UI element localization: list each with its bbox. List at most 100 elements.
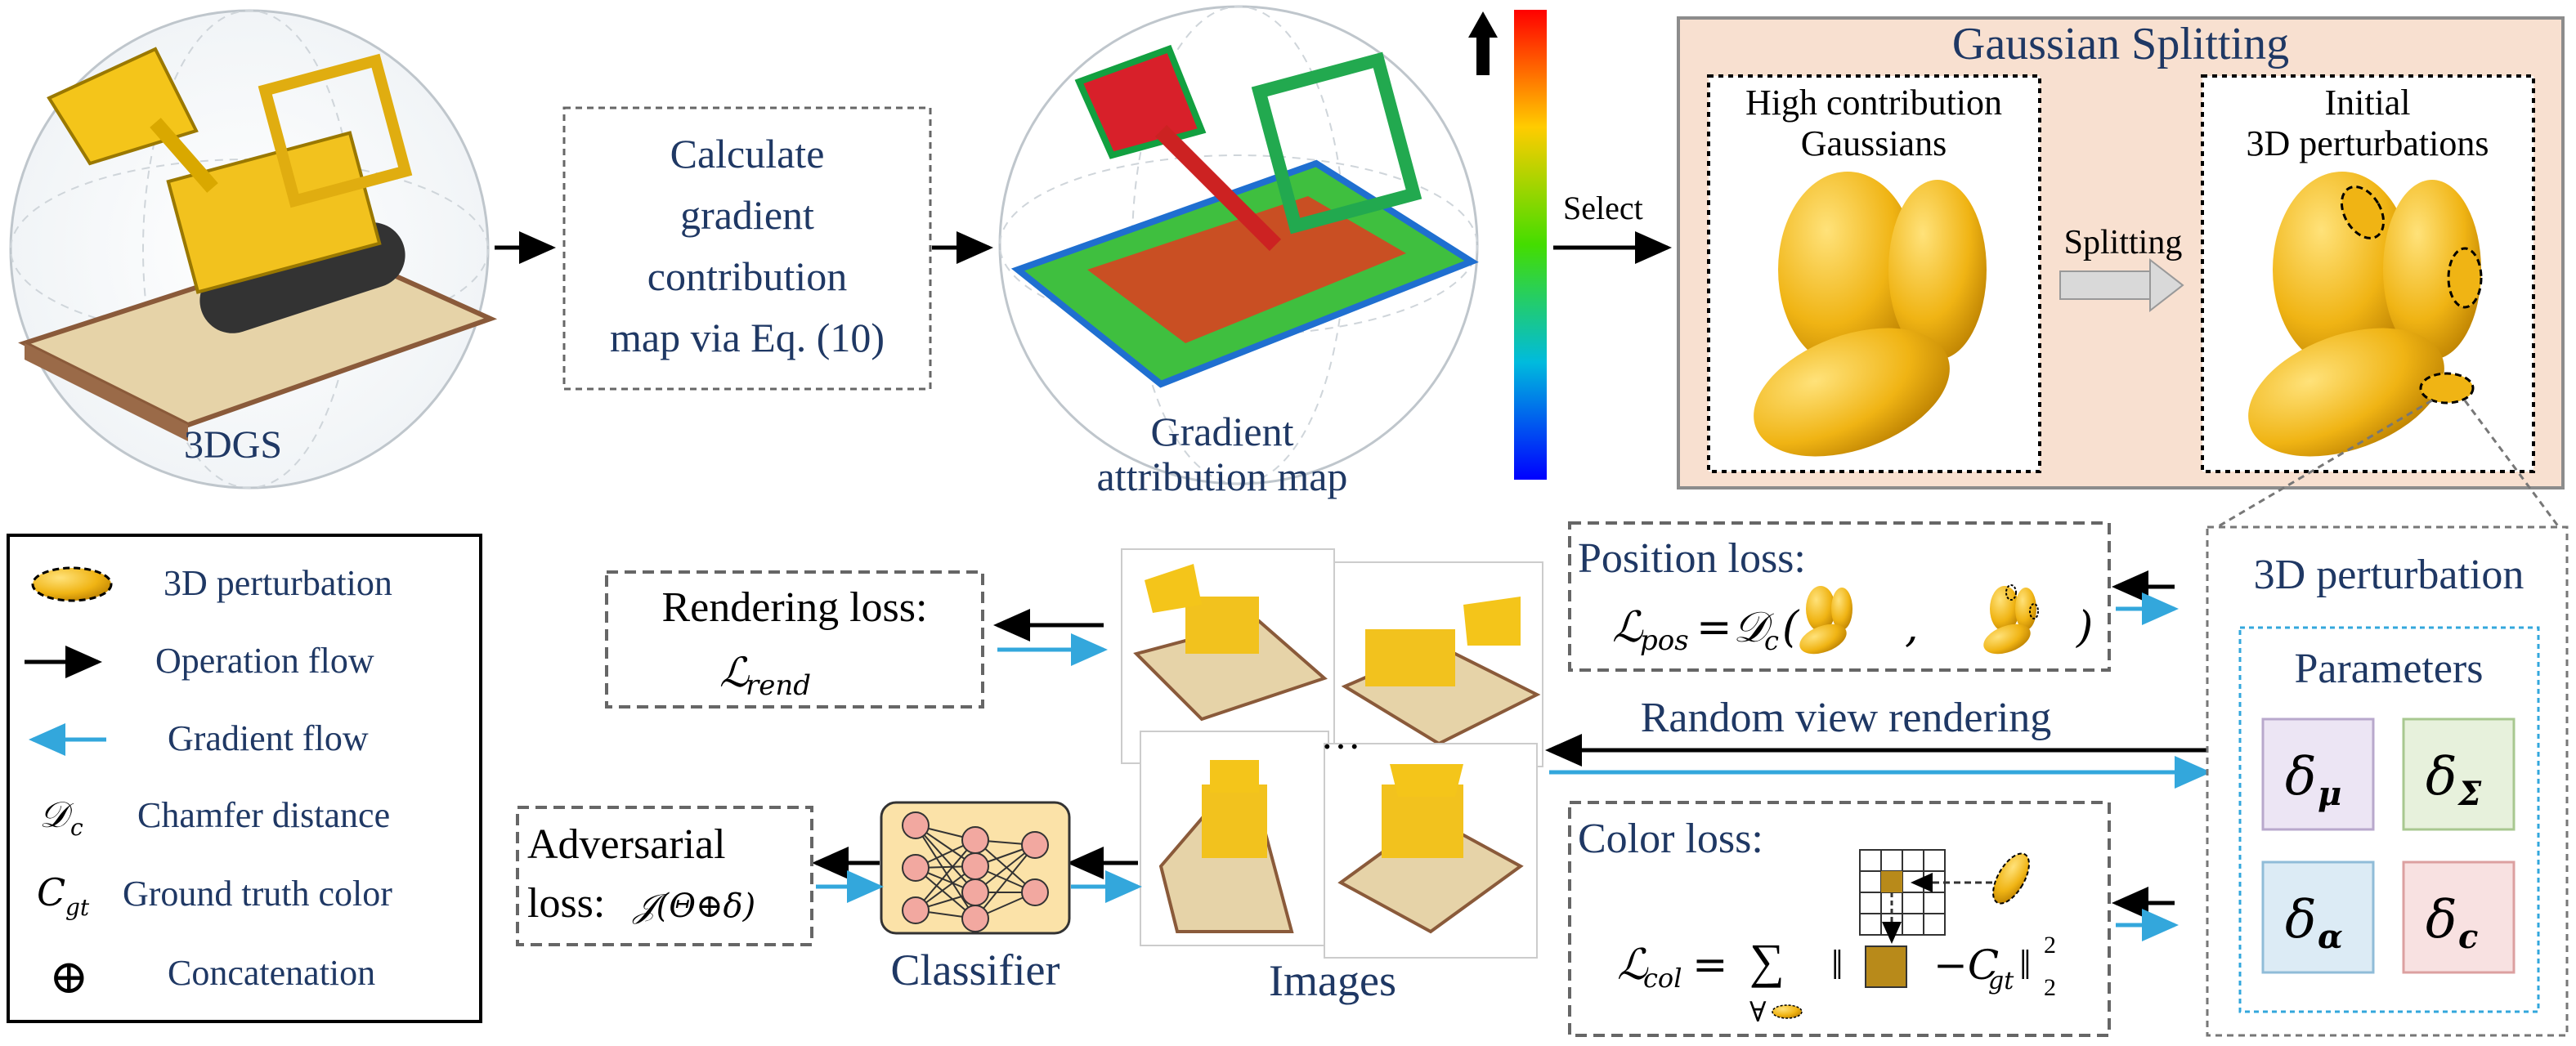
svg-text:=: = — [1696, 603, 1732, 652]
svg-text:Operation flow: Operation flow — [155, 641, 374, 681]
svg-text:gt: gt — [65, 894, 90, 921]
svg-text:C: C — [37, 870, 65, 914]
classifier-label: Classifier — [891, 945, 1060, 995]
color-loss-title: Color loss: — [1578, 816, 1763, 862]
svg-text:c: c — [2458, 918, 2478, 956]
perturbation-panel-title: 3D perturbation — [2254, 552, 2524, 598]
svg-text:contribution: contribution — [647, 253, 847, 299]
svg-text:Gaussians: Gaussians — [1801, 123, 1947, 163]
svg-text:δ: δ — [2426, 890, 2457, 950]
label-3dgs: 3DGS — [184, 423, 282, 467]
svg-text:3D perturbations: 3D perturbations — [2247, 123, 2489, 163]
adversarial-title: Adversarial — [527, 821, 726, 868]
svg-text:Chamfer distance: Chamfer distance — [137, 795, 390, 835]
initial-perturbations-label: Initial 3D perturbations — [2247, 83, 2489, 163]
svg-text:δ: δ — [2426, 747, 2457, 807]
high-contribution-label: High contribution Gaussians — [1745, 83, 2002, 163]
color-render-grid-icon — [1859, 849, 2030, 944]
svg-text:Calculate: Calculate — [670, 131, 825, 177]
color-loss-box — [1568, 801, 2111, 1037]
svg-text:=: = — [1692, 941, 1728, 990]
svg-text:Concatenation: Concatenation — [168, 953, 375, 993]
scene-3dgs — [9, 9, 498, 489]
rendered-image-4 — [1324, 743, 1538, 959]
zoom-line-right — [2463, 400, 2560, 528]
up-arrow-icon — [1468, 11, 1498, 75]
svg-text:attribution map: attribution map — [1097, 454, 1348, 499]
svg-text:gradient: gradient — [680, 192, 814, 238]
rendering-loss-box — [605, 570, 984, 709]
svg-text:δ: δ — [2285, 747, 2317, 807]
svg-text:High contribution: High contribution — [1745, 83, 2002, 123]
svg-text:Ground truth color: Ground truth color — [123, 874, 392, 914]
svg-text:pos: pos — [1640, 624, 1689, 657]
colorbar — [1514, 10, 1547, 480]
rendered-image-3 — [1140, 731, 1329, 946]
svg-text:,: , — [1905, 603, 1919, 652]
svg-text:(: ( — [1782, 603, 1800, 652]
svg-text:rend: rend — [746, 669, 811, 702]
param-delta-alpha: δ α — [2261, 860, 2375, 974]
svg-text:2: 2 — [2044, 932, 2056, 959]
color-loss-formula: ℒ col = ∑ ∀ ‖ −C gt ‖ 2 2 — [1617, 932, 2056, 1028]
svg-text:μ: μ — [2318, 775, 2341, 813]
svg-text:ℒ: ℒ — [1612, 603, 1644, 652]
svg-text:Σ: Σ — [2457, 775, 2482, 813]
gradient-map-label: Gradient attribution map — [1097, 409, 1348, 499]
param-delta-mu: δ μ — [2261, 717, 2375, 831]
svg-text:2: 2 — [2044, 974, 2056, 1001]
images-ellipsis: ··· — [1320, 723, 1361, 769]
svg-text:⊕: ⊕ — [49, 950, 89, 1004]
images-label: Images — [1269, 956, 1396, 1005]
svg-text:3D perturbation: 3D perturbation — [164, 563, 392, 603]
high-contribution-gaussians — [1754, 172, 1987, 457]
svg-text:c: c — [1764, 625, 1779, 656]
svg-text:map via Eq. (10): map via Eq. (10) — [610, 315, 885, 360]
legend-item-perturbation: 3D perturbation — [31, 563, 392, 603]
adversarial-loss-label: loss: — [527, 880, 605, 927]
perturbation-ellipse-icon — [31, 566, 113, 602]
svg-text:ℒ: ℒ — [719, 649, 750, 696]
svg-text:∑: ∑ — [1749, 934, 1785, 988]
parameters-title: Parameters — [2294, 646, 2483, 692]
legend-item-concat: ⊕ Concatenation — [49, 950, 375, 1004]
calc-map-text: Calculate gradient contribution map via … — [610, 131, 885, 360]
svg-text:ℒ: ℒ — [1617, 941, 1649, 990]
zoom-line-left — [2216, 399, 2433, 529]
gradient-map-scene — [998, 5, 1479, 485]
svg-text:Gradient flow: Gradient flow — [168, 718, 369, 758]
svg-text:col: col — [1643, 963, 1682, 994]
initial-perturbation-gaussians — [2248, 172, 2483, 457]
rendered-image-1 — [1121, 548, 1335, 764]
svg-text:−C: −C — [1933, 941, 1999, 989]
neural-network-icon — [902, 811, 1049, 932]
position-loss-gaussians-b — [1983, 584, 2039, 655]
random-view-label: Random view rendering — [1641, 695, 2052, 741]
gaussian-splitting-title: Gaussian Splitting — [1952, 19, 2289, 69]
svg-text:gt: gt — [1988, 967, 2014, 995]
svg-text:α: α — [2318, 918, 2343, 956]
legend-item-gradient: Gradient flow — [29, 718, 369, 758]
splitting-arrow-icon — [2059, 257, 2184, 313]
legend-item-operation: Operation flow — [25, 641, 374, 681]
svg-text:): ) — [2076, 603, 2093, 652]
param-delta-c: δ c — [2402, 860, 2516, 974]
adversarial-loss-box — [516, 806, 813, 946]
param-delta-sigma: δ Σ — [2402, 717, 2516, 831]
splitting-label: Splitting — [2064, 224, 2183, 262]
legend-item-chamfer: 𝒟 c Chamfer distance — [39, 794, 390, 841]
svg-text:‖: ‖ — [2019, 942, 2032, 989]
calc-map-box — [562, 106, 932, 391]
adversarial-formula: 𝒥(Θ⊕δ) — [632, 887, 755, 925]
legend-item-gt-color: C gt Ground truth color — [37, 870, 392, 921]
svg-text:δ: δ — [2285, 890, 2317, 950]
svg-text:∀: ∀ — [1749, 998, 1767, 1028]
svg-text:c: c — [70, 814, 83, 841]
svg-text:Initial: Initial — [2324, 83, 2410, 123]
legend-box — [7, 534, 482, 1023]
position-loss-gaussians-a — [1799, 586, 1852, 655]
svg-text:‖: ‖ — [1831, 942, 1844, 989]
rendering-loss-formula: ℒ rend — [719, 649, 811, 702]
svg-text:Gradient: Gradient — [1151, 409, 1294, 454]
